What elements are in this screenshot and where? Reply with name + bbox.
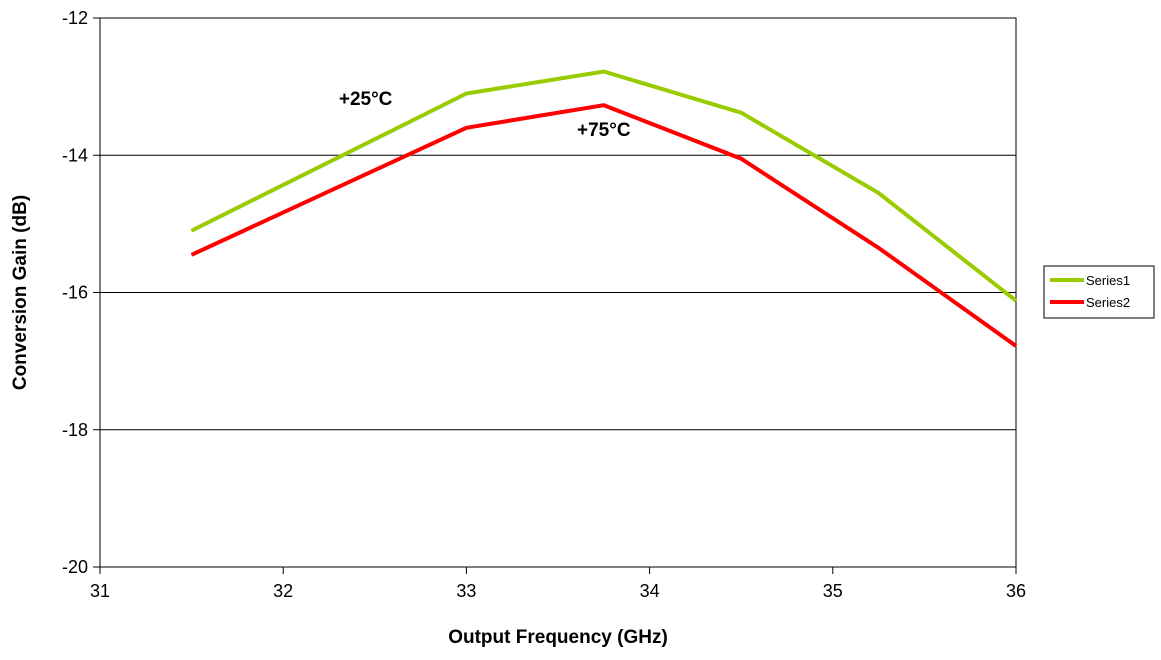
y-tick-label: -14	[62, 145, 88, 165]
y-tick-label: -16	[62, 283, 88, 303]
series-1-point	[191, 230, 193, 232]
series-2-point	[603, 104, 605, 106]
series-1-point	[465, 92, 467, 94]
series-line-1	[190, 69, 1018, 303]
x-tick-label: 35	[823, 581, 843, 601]
x-tick-label: 36	[1006, 581, 1026, 601]
series-1-point	[1015, 300, 1017, 302]
series-2-point	[1015, 345, 1017, 347]
legend-box	[1043, 265, 1155, 319]
series-1-point	[603, 71, 605, 73]
series-1-point	[878, 192, 880, 194]
x-axis-title: Output Frequency (GHz)	[448, 627, 668, 648]
series-2-point	[465, 127, 467, 129]
series-1-point	[740, 112, 742, 114]
series-2-point	[191, 254, 193, 256]
annotation-label: +25°C	[339, 89, 393, 110]
x-tick-label: 33	[456, 581, 476, 601]
x-tick-label: 31	[90, 581, 110, 601]
x-tick-label: 32	[273, 581, 293, 601]
annotation-label: +75°C	[577, 120, 631, 141]
series-line-2	[190, 103, 1018, 348]
series-2-point	[878, 247, 880, 249]
y-tick-label: -20	[62, 557, 88, 577]
legend-label: Series2	[1086, 295, 1130, 310]
legend-label: Series1	[1086, 273, 1130, 288]
x-tick-label: 34	[640, 581, 660, 601]
y-tick-label: -18	[62, 420, 88, 440]
series-2-point	[740, 158, 742, 160]
y-tick-label: -12	[62, 8, 88, 28]
y-axis-title: Conversion Gain (dB)	[10, 195, 31, 390]
